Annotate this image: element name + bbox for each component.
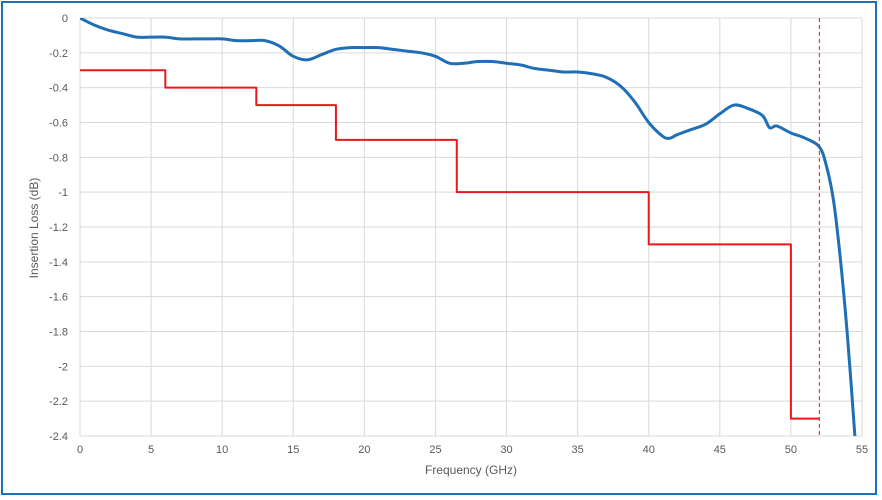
y-tick-label: -0.4 [49,83,68,95]
y-tick-label: -0.6 [49,118,68,130]
y-tick-label: -1.2 [49,222,68,234]
measured-loss-line [80,18,857,437]
spec-limit-step-line [80,69,820,420]
x-tick-label: 0 [77,444,83,456]
x-tick-label: 45 [714,444,726,456]
y-tick-label: -0.2 [49,48,68,60]
x-tick-labels: 0 5 10 15 20 25 30 35 40 45 50 55 [77,444,868,456]
x-tick-label: 40 [643,444,655,456]
y-tick-label: -1 [58,187,68,199]
grid-layer [79,17,863,437]
y-tick-label: -1.4 [49,257,68,269]
y-tick-label: 0 [62,13,68,25]
y-tick-label: -2.4 [49,431,68,443]
x-tick-label: 10 [216,444,228,456]
x-tick-label: 20 [358,444,370,456]
y-tick-labels: 0 -0.2 -0.4 -0.6 -0.8 -1 -1.2 -1.4 -1.6 -1.8 -2 -2.… [49,13,68,443]
series-layer [80,18,857,437]
x-tick-label: 30 [500,444,512,456]
x-tick-label: 55 [856,444,868,456]
x-axis-title: Frequency (GHz) [425,463,517,477]
x-tick-label: 5 [148,444,154,456]
y-tick-label: -2 [58,361,68,373]
x-tick-label: 35 [572,444,584,456]
y-tick-label: -1.6 [49,292,68,304]
y-axis-title: Insertion Loss (dB) [27,178,41,279]
y-tick-label: -2.2 [49,396,68,408]
x-tick-label: 50 [785,444,797,456]
x-tick-label: 15 [287,444,299,456]
y-tick-label: -0.8 [49,152,68,164]
y-tick-label: -1.8 [49,327,68,339]
x-tick-label: 25 [429,444,441,456]
